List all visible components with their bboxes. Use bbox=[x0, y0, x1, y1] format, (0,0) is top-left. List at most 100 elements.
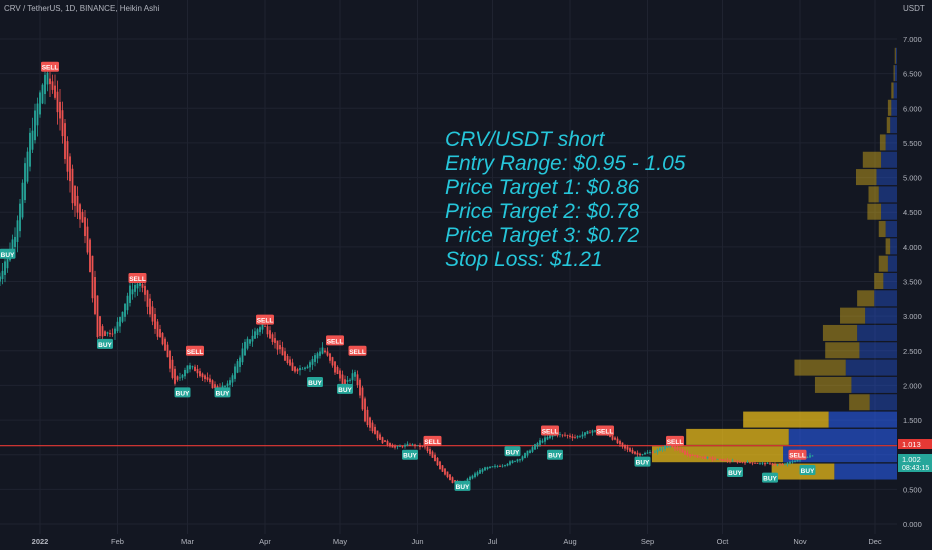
candle-body bbox=[431, 451, 434, 458]
candle-body bbox=[809, 455, 811, 458]
volume-profile-bar-down bbox=[840, 307, 866, 324]
candle-body bbox=[129, 285, 131, 303]
price-axis-unit: USDT bbox=[903, 4, 925, 13]
candle-body bbox=[224, 385, 226, 387]
candle-body bbox=[34, 110, 36, 141]
candle-body bbox=[684, 450, 686, 455]
volume-profile-bar-up bbox=[883, 273, 897, 289]
volume-profile-bar-up bbox=[878, 186, 897, 203]
candle-body bbox=[176, 376, 179, 380]
candle-body bbox=[786, 462, 789, 465]
time-tick-label: Dec bbox=[868, 537, 882, 546]
candle-body bbox=[121, 311, 124, 322]
candle-body bbox=[349, 379, 351, 381]
candle-body bbox=[361, 387, 364, 410]
candle-body bbox=[344, 379, 346, 385]
buy-signal-label: BUY bbox=[636, 460, 650, 467]
candle-body bbox=[396, 446, 399, 447]
candle-body bbox=[704, 456, 706, 459]
buy-signal-label: BUY bbox=[506, 449, 520, 456]
volume-profile-bar-up bbox=[890, 117, 897, 134]
candle-body bbox=[321, 347, 324, 354]
candle-body bbox=[346, 379, 349, 382]
candle-body bbox=[679, 448, 681, 451]
price-tick-label: 5.000 bbox=[903, 174, 922, 183]
candle-body bbox=[506, 463, 509, 466]
candle-body bbox=[201, 373, 204, 378]
candle-body bbox=[164, 338, 166, 351]
time-tick-label: May bbox=[333, 537, 347, 546]
candle-body bbox=[214, 384, 216, 388]
candle-body bbox=[449, 474, 451, 481]
sell-signal: SELL bbox=[256, 314, 274, 325]
candle-body bbox=[681, 449, 684, 453]
sell-signal-label: SELL bbox=[424, 439, 441, 446]
sell-signal: SELL bbox=[541, 425, 559, 436]
candle-body bbox=[656, 449, 659, 453]
candle-body bbox=[769, 463, 771, 465]
candle-body bbox=[639, 453, 641, 456]
buy-signal: BUY bbox=[402, 449, 418, 460]
candle-body bbox=[674, 446, 676, 449]
candle-body bbox=[514, 460, 516, 462]
candle-body bbox=[394, 446, 396, 448]
candle-body bbox=[426, 446, 429, 452]
sell-signal-label: SELL bbox=[349, 349, 366, 356]
candle-body bbox=[686, 452, 689, 456]
price-label-box bbox=[898, 439, 932, 449]
candle-body bbox=[61, 110, 64, 137]
candle-body bbox=[266, 326, 269, 335]
chart-title: CRV / TetherUS, 1D, BINANCE, Heikin Ashi bbox=[4, 4, 160, 13]
candle-body bbox=[756, 463, 759, 464]
candle-body bbox=[511, 460, 514, 464]
buy-signal-box bbox=[174, 387, 191, 398]
candle-body bbox=[146, 290, 149, 307]
buy-signal: BUY bbox=[97, 338, 113, 349]
time-tick-label: Mar bbox=[181, 537, 194, 546]
candle-body bbox=[649, 451, 651, 454]
candle-body bbox=[409, 444, 411, 446]
volume-profile-bar-up bbox=[828, 411, 897, 428]
candle-body bbox=[671, 445, 674, 447]
candle-body bbox=[716, 458, 719, 460]
trade-note: CRV/USDT short Entry Range: $0.95 - 1.05… bbox=[445, 128, 686, 272]
candle-body bbox=[384, 440, 386, 442]
candle-body bbox=[69, 156, 71, 182]
candle-body bbox=[294, 366, 296, 372]
volume-profile-bar-up bbox=[891, 99, 897, 116]
candle-body bbox=[141, 284, 144, 288]
volume-profile-bar-down bbox=[652, 446, 784, 463]
candle-body bbox=[179, 377, 181, 379]
volume-profile-bar-up bbox=[851, 376, 897, 393]
candle-body bbox=[469, 476, 471, 481]
buy-signal: BUY bbox=[547, 449, 563, 460]
price-label-box bbox=[898, 454, 932, 472]
buy-signal: BUY bbox=[307, 376, 323, 387]
volume-profile-bar-up bbox=[894, 65, 897, 82]
volume-profile-bar-up bbox=[783, 446, 897, 463]
volume-profile-bar-down bbox=[686, 428, 789, 445]
candle-body bbox=[26, 151, 29, 182]
candle-body bbox=[241, 348, 244, 363]
candle-body bbox=[194, 366, 196, 372]
candle-body bbox=[166, 344, 169, 358]
candle-body bbox=[489, 466, 491, 469]
candle-body bbox=[744, 462, 746, 464]
candle-body bbox=[91, 255, 94, 299]
candle-body bbox=[111, 333, 114, 335]
sell-signal-label: SELL bbox=[597, 428, 614, 435]
candle-body bbox=[451, 477, 454, 483]
candle-body bbox=[44, 74, 46, 95]
candle-body bbox=[689, 453, 691, 457]
candle-body bbox=[696, 455, 699, 458]
candle-body bbox=[234, 366, 236, 379]
candle-body bbox=[274, 338, 276, 343]
volume-profile-bar-down bbox=[874, 273, 884, 289]
candle-body bbox=[471, 475, 474, 479]
candle-body bbox=[731, 460, 734, 462]
candle-body bbox=[494, 465, 496, 467]
candle-body bbox=[126, 295, 129, 311]
sell-signal-label: SELL bbox=[129, 276, 146, 283]
candle-body bbox=[116, 321, 119, 332]
price-tick-label: 0.500 bbox=[903, 485, 922, 494]
